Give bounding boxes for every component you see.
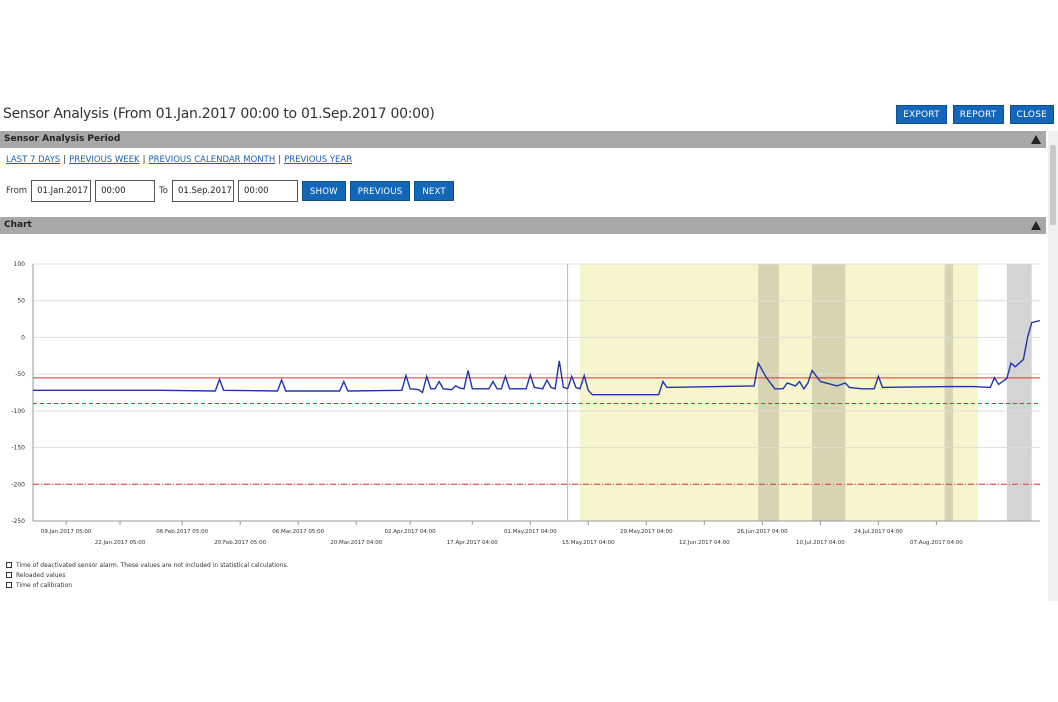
legend-label-reloaded: Reloaded values (16, 571, 66, 579)
close-button[interactable]: CLOSE (1009, 105, 1054, 124)
sensor-chart: 100 50 0 -50 -100 -150 -200 -250 09.Jan.2017 05… (11, 261, 1041, 546)
x-tick-label: 29.May.2017 04:00 (620, 529, 673, 535)
limit-lines (33, 377, 1040, 485)
next-button[interactable]: NEXT (414, 181, 454, 201)
scrollbar[interactable] (1048, 131, 1058, 601)
reloaded-region (758, 264, 779, 521)
y-tick-label: -250 (11, 518, 25, 525)
chart-section-title: Chart (4, 220, 32, 230)
period-form: From 01.Jan.2017 00:00 To 01.Sep.2017 00… (6, 180, 454, 202)
x-tick-label: 06.Mar.2017 05:00 (272, 529, 324, 535)
to-date-field[interactable]: 01.Sep.2017 (172, 180, 235, 202)
x-tick-label: 06.Feb.2017 05:00 (156, 529, 208, 535)
y-tick-label: 100 (14, 261, 26, 268)
scrollbar-thumb[interactable] (1050, 145, 1056, 225)
x-axis: 09.Jan.2017 05:00 06.Feb.2017 05:00 06.Mar… (41, 521, 963, 546)
link-last-7-days[interactable]: LAST 7 DAYS (6, 155, 61, 165)
grid (32, 263, 1040, 522)
to-time-field[interactable]: 00:00 (238, 180, 299, 202)
link-previous-calendar-month[interactable]: PREVIOUS CALENDAR MONTH (148, 155, 276, 165)
x-tick-label: 09.Jan.2017 05:00 (41, 529, 92, 535)
top-toolbar: EXPORT REPORT CLOSE (896, 105, 1054, 124)
legend-swatch-reloaded (6, 572, 12, 578)
reloaded-region (944, 264, 953, 521)
show-button[interactable]: SHOW (302, 181, 346, 201)
y-tick-label: 50 (17, 298, 25, 305)
from-label: From (6, 186, 28, 196)
shaded-regions (580, 264, 1032, 521)
series-line (33, 319, 1041, 396)
series-group (33, 319, 1041, 396)
x-tick-label: 15.May.2017 04:00 (562, 540, 615, 546)
from-time-field[interactable]: 00:00 (95, 180, 156, 202)
y-axis: 100 50 0 -50 -100 -150 -200 -250 (11, 261, 25, 525)
calibration-region (1006, 264, 1032, 521)
y-tick-label: 0 (21, 334, 25, 341)
x-tick-label: 22.Jan.2017 05:00 (95, 540, 146, 546)
y-tick-label: -200 (11, 481, 25, 488)
x-tick-label: 12.Jun.2017 04:00 (679, 540, 730, 546)
collapse-icon[interactable] (1031, 221, 1041, 230)
legend-swatch-calibration (6, 582, 12, 588)
x-tick-label: 10.Jul.2017 04:00 (796, 540, 845, 546)
legend-label-deactivated: Time of deactivated sensor alarm. These … (16, 561, 289, 569)
page-title: Sensor Analysis (From 01.Jan.2017 00:00 … (3, 106, 435, 122)
y-tick-label: -150 (11, 445, 25, 452)
report-button[interactable]: REPORT (952, 105, 1004, 124)
legend-item-reloaded: Reloaded values (6, 570, 289, 580)
collapse-icon[interactable] (1031, 135, 1041, 144)
x-tick-label: 01.May.2017 04:00 (504, 529, 557, 535)
period-section-header[interactable]: Sensor Analysis Period (0, 131, 1046, 148)
from-date-field[interactable]: 01.Jan.2017 (31, 180, 92, 202)
legend-item-calibration: Time of calibration (6, 580, 289, 590)
x-tick-label: 24.Jul.2017 04:00 (854, 529, 903, 535)
link-previous-year[interactable]: PREVIOUS YEAR (284, 155, 353, 165)
legend-item-deactivated: Time of deactivated sensor alarm. These … (6, 560, 289, 570)
previous-button[interactable]: PREVIOUS (349, 181, 411, 201)
chart-legend: Time of deactivated sensor alarm. These … (6, 560, 289, 590)
link-previous-week[interactable]: PREVIOUS WEEK (69, 155, 140, 165)
chart-section-header[interactable]: Chart (0, 217, 1046, 234)
to-label: To (159, 186, 169, 196)
x-tick-label: 02.Apr.2017 04:00 (385, 529, 437, 535)
legend-swatch-deactivated (6, 562, 12, 568)
reloaded-region (812, 264, 846, 521)
x-tick-label: 20.Feb.2017 05:00 (214, 540, 266, 546)
quick-links: LAST 7 DAYS | PREVIOUS WEEK | PREVIOUS CALEN… (6, 155, 353, 165)
x-tick-label: 07.Aug.2017 04:00 (910, 540, 963, 546)
x-tick-label: 17.Apr.2017 04:00 (447, 540, 499, 546)
y-tick-label: -100 (11, 408, 25, 415)
period-section-title: Sensor Analysis Period (4, 134, 121, 144)
export-button[interactable]: EXPORT (896, 105, 947, 124)
x-tick-label: 20.Mar.2017 04:00 (330, 540, 382, 546)
y-tick-label: -50 (15, 371, 25, 378)
legend-label-calibration: Time of calibration (16, 581, 73, 589)
x-tick-label: 26.Jun.2017 04:00 (737, 529, 788, 535)
